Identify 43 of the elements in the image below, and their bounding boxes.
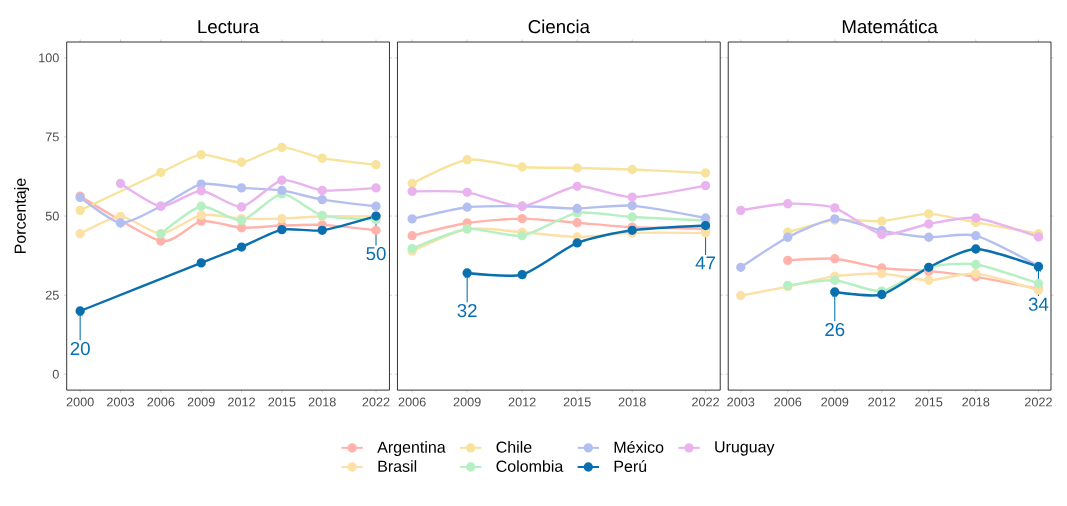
chart-title: Lectura [198, 20, 260, 34]
x-tick-label: 2022 [362, 397, 390, 407]
x-tick-label: 2018 [618, 397, 646, 407]
y-tick-label: 25 [45, 290, 59, 300]
annotation: 50 [366, 246, 386, 261]
x-tick-label: 2012 [868, 397, 896, 407]
legend-label: Perú [614, 460, 647, 472]
annotation: 34 [1028, 297, 1049, 311]
y-tick-label: 50 [45, 211, 59, 221]
x-tick-label: 2006 [774, 397, 802, 407]
legend-label: Chile [496, 441, 532, 453]
x-tick-label: 2018 [962, 397, 990, 407]
x-tick-label: 2009 [187, 397, 215, 407]
x-tick-label: 2022 [1024, 397, 1052, 407]
y-axis-title: Porcentaje [14, 178, 30, 253]
chart-title: Ciencia [528, 19, 590, 34]
legend-label: Argentina [377, 441, 446, 456]
y-tick-label: 75 [45, 132, 59, 142]
x-tick-label: 2009 [821, 397, 849, 407]
x-tick-label: 2003 [107, 397, 135, 407]
legend-label: Colombia [496, 460, 564, 472]
x-tick-label: 2012 [508, 397, 536, 407]
x-tick-label: 2015 [563, 397, 591, 407]
legend-label: Brasil [378, 460, 417, 472]
x-tick-label: 2012 [228, 397, 255, 407]
x-tick-label: 2018 [308, 397, 336, 407]
x-tick-label: 2000 [66, 397, 94, 407]
x-tick-label: 2006 [398, 397, 426, 407]
annotation: 47 [695, 256, 716, 270]
legend-label: Uruguay [715, 441, 775, 456]
x-tick-label: 2022 [692, 397, 720, 407]
x-tick-label: 2006 [147, 397, 175, 407]
x-tick-label: 2003 [727, 397, 755, 407]
x-tick-label: 2015 [268, 397, 296, 407]
annotation: 20 [70, 341, 90, 356]
x-tick-label: 2015 [915, 397, 943, 407]
y-tick-label: 100 [39, 53, 59, 63]
chart-title: Matemática [842, 19, 938, 34]
x-tick-label: 2009 [453, 397, 481, 407]
y-tick-label: 0 [52, 369, 59, 379]
legend-label: México [614, 440, 664, 453]
annotation: 26 [825, 322, 845, 337]
annotation: 32 [457, 303, 477, 318]
